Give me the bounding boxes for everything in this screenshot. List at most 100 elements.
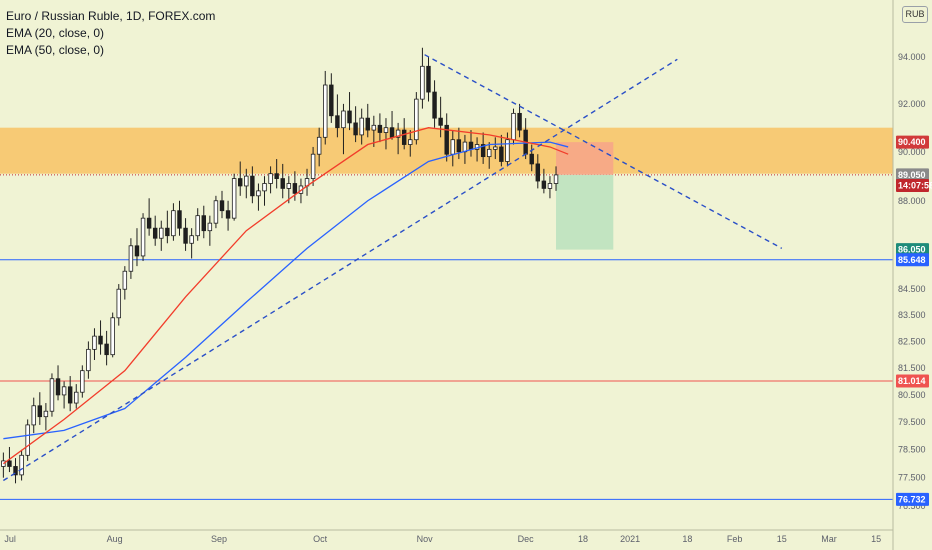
candle-body[interactable] bbox=[80, 370, 85, 393]
candle-body[interactable] bbox=[316, 136, 322, 155]
candle-body[interactable] bbox=[140, 217, 146, 257]
descending-trendline[interactable] bbox=[424, 54, 783, 249]
candle-body[interactable] bbox=[323, 84, 328, 138]
ema20-line[interactable] bbox=[2, 127, 569, 465]
candle-body[interactable] bbox=[13, 466, 18, 476]
ema50-legend[interactable]: EMA (50, close, 0) bbox=[6, 43, 105, 57]
candle-body[interactable] bbox=[456, 139, 462, 153]
candle-body[interactable] bbox=[365, 117, 370, 131]
price-badge[interactable] bbox=[896, 178, 929, 192]
candle-body[interactable] bbox=[207, 222, 213, 232]
position-target-box[interactable] bbox=[556, 174, 614, 250]
candle-body[interactable] bbox=[335, 115, 340, 129]
candle-body[interactable] bbox=[177, 210, 182, 229]
candle-body[interactable] bbox=[7, 460, 12, 467]
candle-body[interactable] bbox=[286, 183, 292, 189]
candle-body[interactable] bbox=[329, 84, 334, 117]
ascending-trendline[interactable] bbox=[2, 58, 678, 482]
candle-body[interactable] bbox=[511, 112, 516, 141]
candle-body[interactable] bbox=[401, 129, 407, 145]
candle-body[interactable] bbox=[371, 124, 377, 131]
candle-body[interactable] bbox=[432, 91, 437, 119]
candle-body[interactable] bbox=[420, 65, 425, 100]
ema50-line[interactable] bbox=[3, 141, 569, 440]
candle-body[interactable] bbox=[341, 110, 346, 129]
candle-body[interactable] bbox=[116, 288, 121, 319]
candle-body[interactable] bbox=[408, 139, 413, 145]
candle-body[interactable] bbox=[171, 210, 176, 237]
candle-body[interactable] bbox=[450, 139, 455, 155]
symbol-title[interactable]: Euro / Russian Ruble, 1D, FOREX.com bbox=[6, 9, 216, 23]
candle-body[interactable] bbox=[250, 175, 255, 197]
candle-body[interactable] bbox=[37, 405, 43, 418]
candle-body[interactable] bbox=[104, 343, 109, 356]
candle-body[interactable] bbox=[31, 405, 36, 426]
candle-body[interactable] bbox=[493, 146, 498, 150]
candle-body[interactable] bbox=[541, 180, 547, 189]
price-badge[interactable] bbox=[896, 492, 929, 506]
price-badge[interactable] bbox=[896, 168, 929, 182]
position-stop-box[interactable] bbox=[556, 142, 614, 175]
price-axis[interactable] bbox=[893, 0, 932, 550]
candle-body[interactable] bbox=[231, 178, 237, 219]
candle-body[interactable] bbox=[201, 215, 207, 232]
candle-body[interactable] bbox=[505, 139, 510, 162]
candle-body[interactable] bbox=[213, 200, 219, 224]
ema20-legend[interactable]: EMA (20, close, 0) bbox=[6, 26, 105, 40]
candle-body[interactable] bbox=[122, 270, 128, 290]
candle-body[interactable] bbox=[219, 200, 225, 212]
candle-body[interactable] bbox=[225, 210, 231, 219]
candle-body[interactable] bbox=[274, 173, 279, 179]
candle-body[interactable] bbox=[74, 391, 79, 404]
candle-body[interactable] bbox=[347, 110, 352, 124]
candle-body[interactable] bbox=[353, 122, 358, 136]
candle-body[interactable] bbox=[134, 245, 140, 257]
candle-body[interactable] bbox=[195, 215, 200, 237]
candle-body[interactable] bbox=[165, 227, 170, 237]
candle-body[interactable] bbox=[128, 245, 134, 272]
candle-body[interactable] bbox=[244, 175, 249, 187]
candle-body[interactable] bbox=[43, 410, 49, 418]
candle-body[interactable] bbox=[25, 424, 30, 456]
candle-body[interactable] bbox=[86, 348, 91, 372]
candle-body[interactable] bbox=[486, 148, 492, 158]
candle-body[interactable] bbox=[499, 146, 504, 162]
candle-body[interactable] bbox=[359, 117, 364, 136]
candle-body[interactable] bbox=[110, 317, 115, 356]
candle-body[interactable] bbox=[61, 386, 67, 396]
candle-body[interactable] bbox=[389, 127, 395, 138]
candle-body[interactable] bbox=[237, 178, 243, 187]
candle-body[interactable] bbox=[67, 386, 73, 404]
candle-body[interactable] bbox=[426, 65, 431, 93]
candle-body[interactable] bbox=[480, 144, 486, 158]
candle-body[interactable] bbox=[98, 335, 103, 345]
candle-body[interactable] bbox=[310, 153, 316, 179]
candle-body[interactable] bbox=[262, 183, 267, 192]
price-badge[interactable] bbox=[896, 253, 929, 267]
price-badge[interactable] bbox=[896, 374, 929, 388]
candle-body[interactable] bbox=[55, 378, 61, 396]
candle-body[interactable] bbox=[189, 235, 194, 244]
candle-body[interactable] bbox=[49, 378, 55, 412]
candle-body[interactable] bbox=[383, 127, 389, 133]
price-badge[interactable] bbox=[896, 135, 929, 149]
candle-body[interactable] bbox=[395, 129, 401, 138]
candle-body[interactable] bbox=[92, 335, 97, 350]
candle-body[interactable] bbox=[468, 141, 474, 150]
candle-body[interactable] bbox=[268, 173, 273, 184]
candle-body[interactable] bbox=[529, 153, 534, 165]
candle-body[interactable] bbox=[414, 98, 419, 141]
candle-body[interactable] bbox=[438, 117, 443, 126]
candle-body[interactable] bbox=[19, 454, 24, 476]
price-badge[interactable] bbox=[896, 243, 929, 257]
candle-body[interactable] bbox=[535, 163, 541, 182]
candle-body[interactable] bbox=[256, 190, 261, 197]
candle-body[interactable] bbox=[1, 460, 6, 467]
candle-body[interactable] bbox=[152, 227, 158, 239]
candle-body[interactable] bbox=[444, 124, 449, 155]
candle-body[interactable] bbox=[146, 217, 152, 229]
candle-body[interactable] bbox=[183, 227, 188, 244]
candle-body[interactable] bbox=[280, 178, 285, 189]
candle-body[interactable] bbox=[553, 174, 559, 184]
